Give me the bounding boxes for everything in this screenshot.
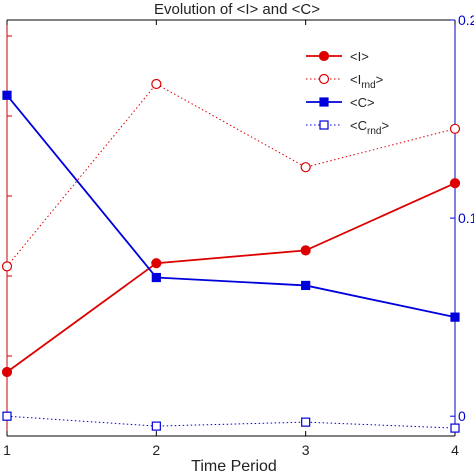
right-y-tick-label: 0 xyxy=(458,408,466,424)
legend-marker xyxy=(319,97,329,107)
data-point xyxy=(1,366,13,378)
data-point xyxy=(300,245,311,256)
data-point xyxy=(2,411,12,421)
legend-label: <C> xyxy=(350,95,375,110)
legend-marker xyxy=(319,120,329,130)
data-point xyxy=(300,162,311,173)
series-line xyxy=(6,94,456,319)
x-tick-label: 1 xyxy=(3,442,11,458)
right-y-tick-label: 0.2 xyxy=(458,12,474,28)
legend-label: <Crnd> xyxy=(350,118,389,137)
series-2 xyxy=(2,90,460,322)
data-point xyxy=(151,78,162,90)
data-point xyxy=(151,421,161,431)
data-point xyxy=(151,258,162,269)
data-point xyxy=(449,178,461,189)
data-point xyxy=(450,312,460,322)
legend-marker xyxy=(318,73,330,85)
chart-title: Evolution of <I> and <C> xyxy=(154,1,320,18)
series-0 xyxy=(1,178,461,378)
x-tick-label: 4 xyxy=(451,442,459,458)
data-point xyxy=(151,272,161,283)
right-y-tick-label: 0.1 xyxy=(458,210,474,226)
data-point xyxy=(450,423,460,433)
data-point xyxy=(301,280,311,291)
data-point xyxy=(1,261,13,272)
series-line xyxy=(6,415,456,429)
x-axis-label: Time Period xyxy=(191,458,277,474)
legend-label: <I> xyxy=(350,49,369,64)
legend-label: <Irnd> xyxy=(350,72,383,91)
x-tick-label: 2 xyxy=(152,442,160,458)
data-point xyxy=(2,90,12,100)
data-point xyxy=(301,417,311,427)
legend: <I> <Irnd> <C> <Crnd> xyxy=(306,49,389,137)
series-3 xyxy=(2,411,460,433)
series-layer xyxy=(1,78,461,433)
legend-marker xyxy=(318,50,330,62)
series-1 xyxy=(1,78,461,272)
x-tick-label: 3 xyxy=(302,442,310,458)
data-point xyxy=(449,123,461,134)
series-line xyxy=(6,83,456,267)
axes: 1 2 3 4 0 0.1 0.2 xyxy=(3,12,474,458)
series-line xyxy=(6,182,456,373)
